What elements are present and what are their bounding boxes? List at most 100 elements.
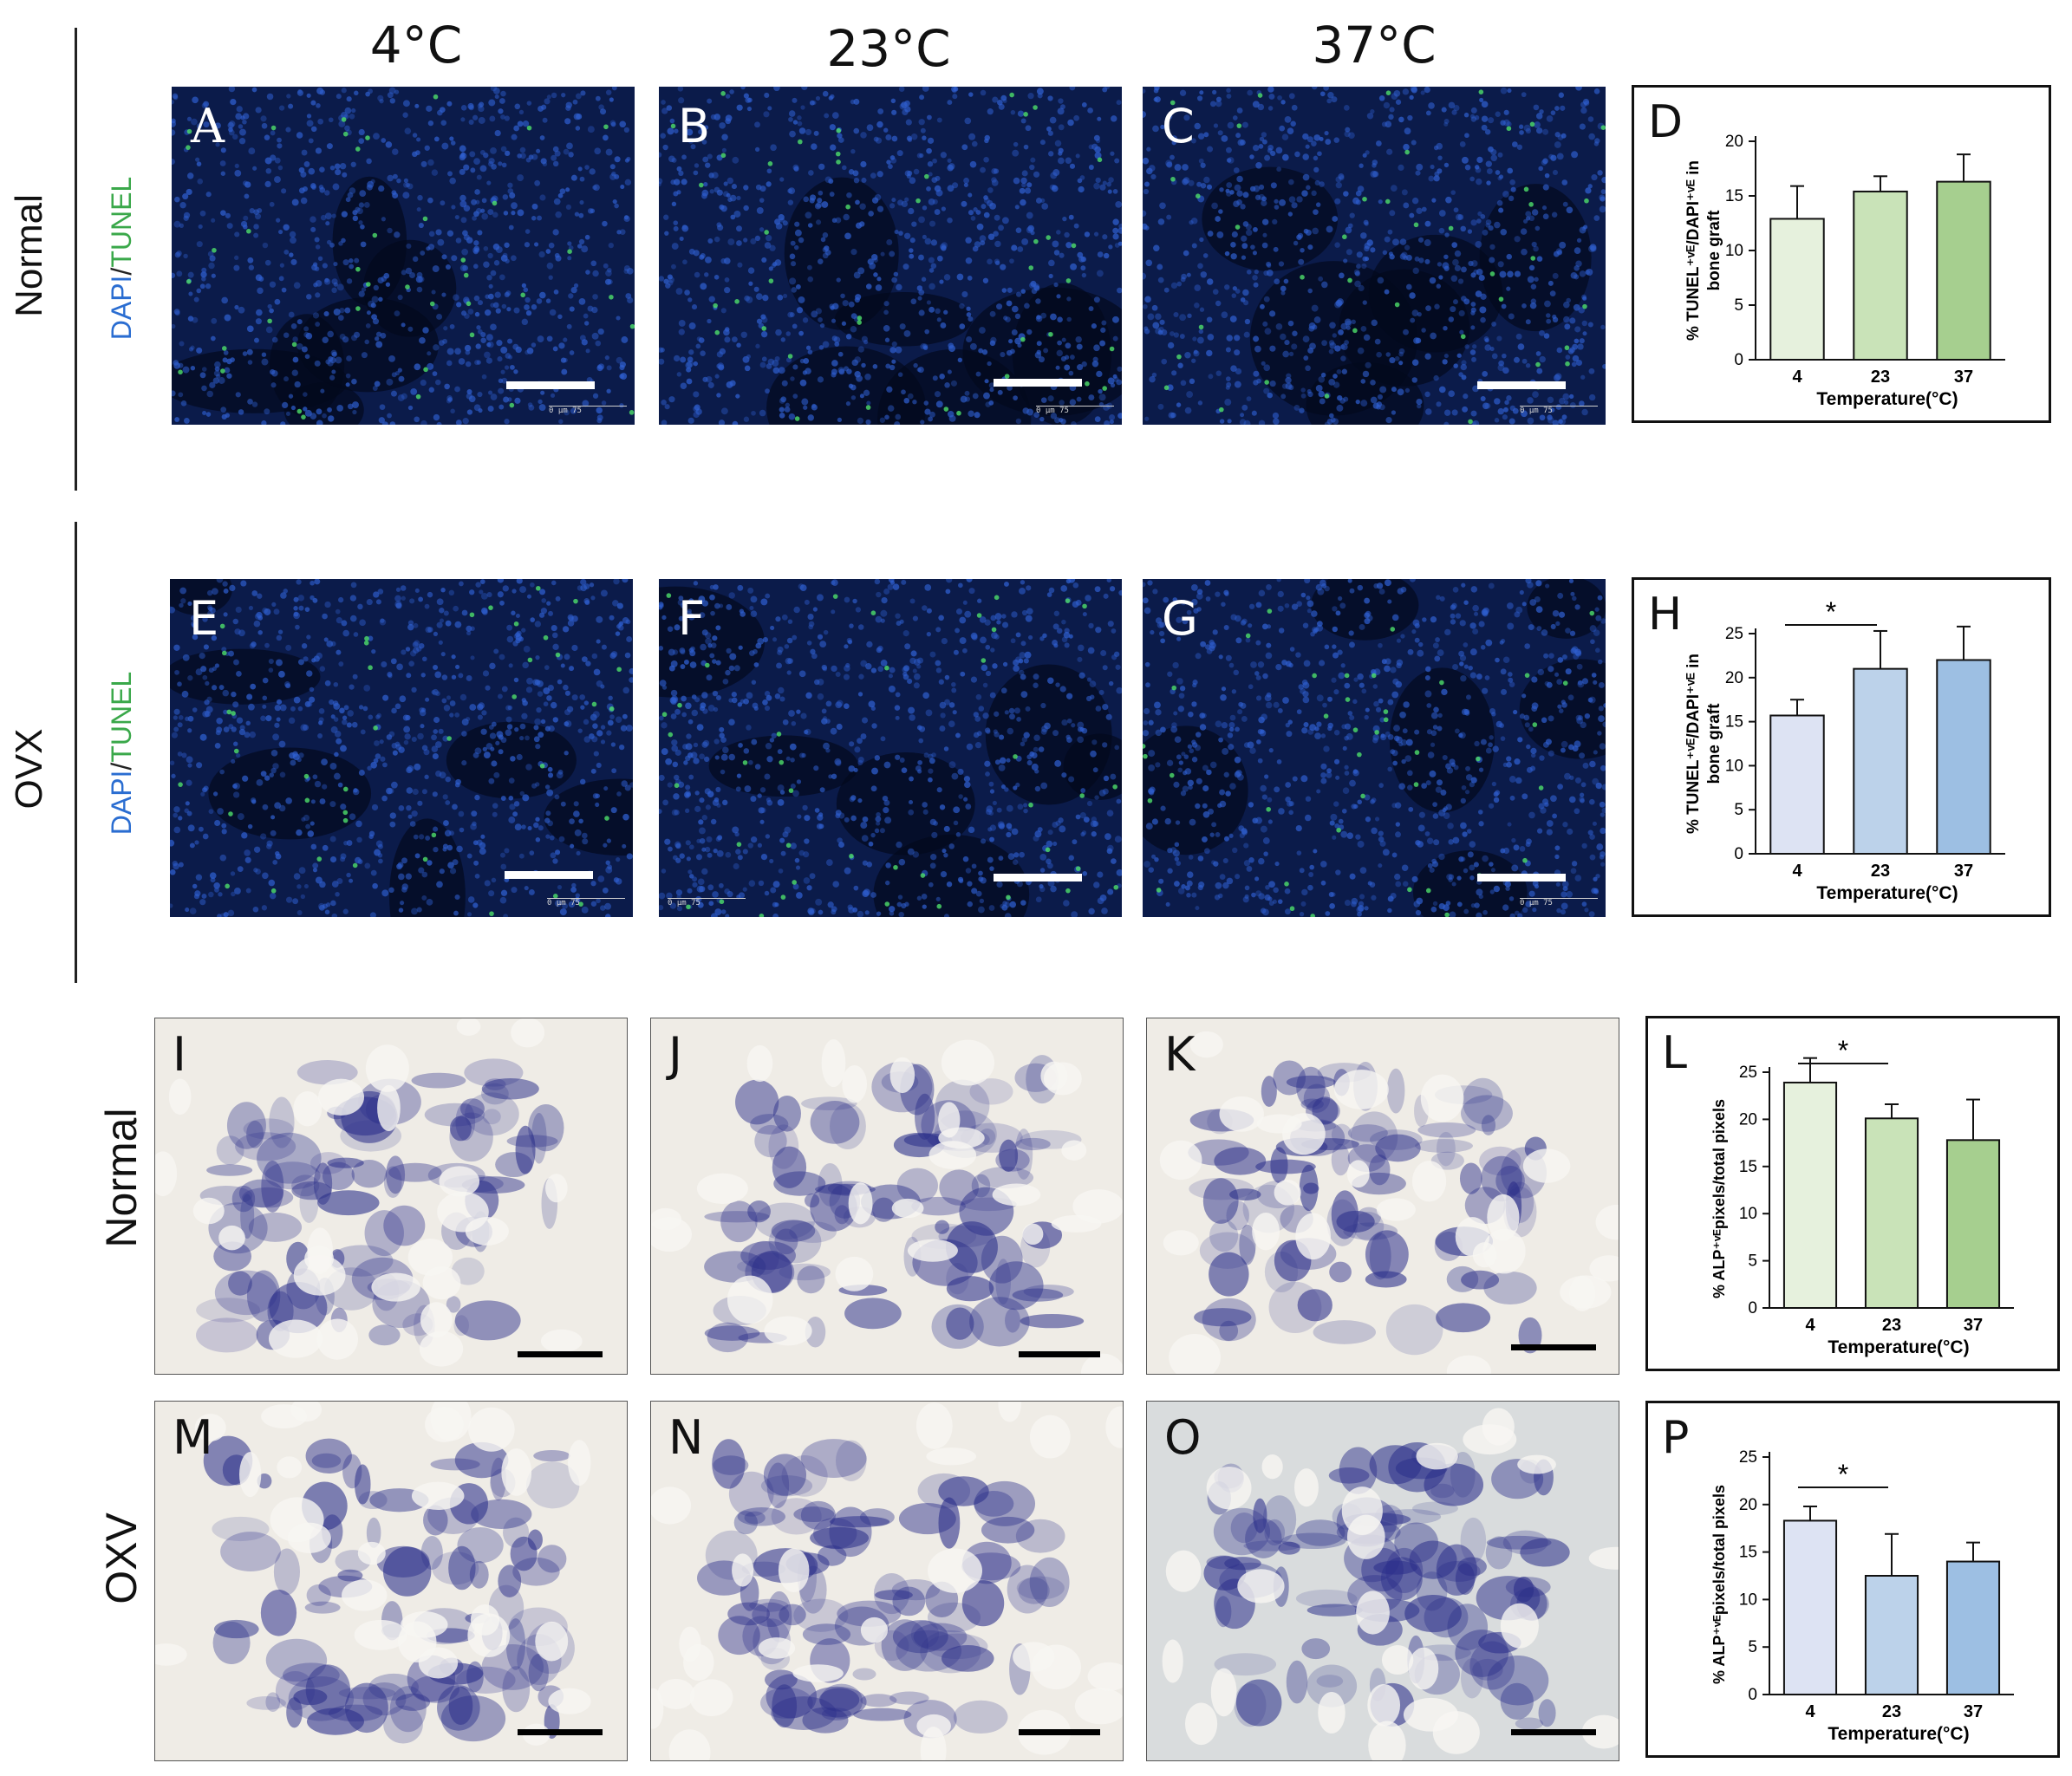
alp-stain-texture (651, 1039, 1123, 1374)
tunel-positive-cell (1374, 730, 1379, 735)
scale-bar (505, 871, 593, 879)
tunel-positive-cell (994, 595, 1000, 601)
y-tick-label: 25 (1739, 1064, 1757, 1082)
tunel-positive-cell (355, 146, 361, 152)
tunel-positive-cell (1028, 265, 1034, 270)
tunel-positive-cell (178, 782, 183, 787)
bar (1853, 667, 1908, 855)
tunel-positive-cell (1198, 324, 1204, 330)
significance-star: * (1838, 1035, 1848, 1066)
tunel-positive-cell (629, 410, 635, 415)
stain-label-normal: DAPI/TUNEL (104, 146, 139, 371)
y-tick-label: 5 (1748, 1638, 1757, 1656)
tunel-positive-cell (1284, 881, 1289, 887)
micrograph-f: F 0 μm 75 (659, 579, 1122, 917)
scale-bar (506, 381, 595, 389)
y-tick-label: 20 (1739, 1496, 1757, 1514)
alp-stain-texture (155, 1402, 591, 1746)
tunel-positive-cell (573, 598, 578, 604)
tunel-positive-cell (270, 888, 277, 894)
tunel-positive-cell (511, 694, 517, 699)
panel-letter-b: B (678, 99, 711, 153)
tunel-positive-cell (788, 788, 794, 793)
tunel-positive-cell (1245, 633, 1251, 639)
y-tick-label: 10 (1725, 757, 1743, 775)
y-axis-label: % ALP⁺ᵛᴱpixels/total pixels (1710, 1099, 1728, 1298)
significance-star: * (1838, 1459, 1848, 1490)
tunel-positive-cell (342, 810, 349, 816)
tunel-positive-cell (1468, 419, 1473, 425)
tunel-positive-cell (1312, 673, 1317, 679)
micrograph-m: M (154, 1401, 628, 1761)
bar (1936, 659, 1991, 855)
tunel-positive-cell (1170, 176, 1176, 182)
tunel-positive-cell (355, 306, 361, 311)
y-axis-label: % TUNEL⁺ᵛᴱ/DAPI⁺ᵛᴱ in (1684, 160, 1703, 341)
scale-bar (1477, 381, 1566, 389)
tunel-positive-cell (1075, 866, 1081, 871)
stain-dapi: DAPI (106, 770, 137, 836)
tunel-positive-cell (1529, 121, 1535, 127)
tunel-positive-cell (1413, 782, 1419, 787)
tunel-positive-cell (296, 408, 303, 414)
x-tick-label: 37 (1964, 1316, 1983, 1335)
tunel-positive-cell (1522, 857, 1528, 863)
tunel-positive-cell (884, 665, 889, 671)
nuclei-texture (659, 87, 1122, 425)
tunel-positive-cell (1444, 912, 1450, 917)
tunel-positive-cell (1347, 277, 1352, 283)
tunel-positive-cell (1362, 196, 1367, 202)
y-tick-label: 5 (1734, 801, 1743, 819)
tunel-positive-cell (405, 284, 410, 289)
tunel-positive-cell (764, 230, 769, 235)
y-tick-label: 10 (1739, 1205, 1757, 1223)
scale-micro-label: 0 μm 75 (668, 898, 746, 911)
tunel-positive-cell (991, 627, 997, 633)
column-header-4c: 4°C (369, 16, 463, 75)
tunel-positive-cell (373, 725, 378, 731)
tunel-positive-cell (1006, 895, 1011, 901)
tunel-positive-cell (768, 278, 774, 283)
stain-slash: / (106, 267, 137, 276)
tunel-positive-cell (1357, 751, 1362, 758)
tunel-positive-cell (1383, 709, 1389, 714)
bar (1782, 1081, 1838, 1310)
column-header-37c: 37°C (1312, 16, 1437, 75)
tunel-positive-cell (342, 131, 349, 137)
y-tick-label: 15 (1725, 187, 1743, 205)
tunel-positive-cell (291, 342, 297, 348)
tunel-positive-cell (1065, 598, 1071, 603)
tunel-positive-cell (767, 161, 773, 166)
x-tick-label: 37 (1954, 862, 1973, 881)
tunel-positive-cell (674, 783, 680, 789)
tunel-positive-cell (1336, 827, 1341, 833)
tunel-positive-cell (246, 228, 251, 234)
panel-letter-j: J (668, 1027, 682, 1082)
tunel-positive-cell (836, 127, 842, 133)
tunel-positive-cell (1478, 89, 1484, 94)
tunel-positive-cell (884, 901, 890, 907)
chart-letter-l: L (1662, 1027, 1687, 1079)
y-tick-label: 20 (1725, 669, 1743, 687)
bar (1864, 1117, 1919, 1309)
tunel-positive-cell (446, 736, 452, 741)
tunel-positive-cell (228, 811, 233, 816)
panel-letter-a: A (191, 99, 225, 153)
tunel-positive-cell (1394, 302, 1400, 308)
bar (1782, 1519, 1838, 1695)
x-tick-label: 37 (1964, 1702, 1983, 1721)
tunel-positive-cell (552, 894, 558, 899)
tunel-positive-cell (1097, 157, 1103, 163)
bar (1769, 218, 1825, 361)
x-axis-label: Temperature(°C) (1828, 1337, 1969, 1357)
tunel-positive-cell (372, 232, 378, 238)
tunel-positive-cell (1565, 361, 1570, 367)
tunel-positive-cell (603, 124, 609, 130)
scale-micro-label: 0 μm 75 (547, 898, 625, 911)
tunel-positive-cell (1352, 727, 1359, 732)
tunel-positive-cell (915, 198, 921, 204)
tunel-positive-cell (1143, 744, 1146, 749)
scale-bar (994, 379, 1082, 387)
tunel-positive-cell (513, 621, 519, 627)
panel-letter-f: F (678, 591, 706, 646)
